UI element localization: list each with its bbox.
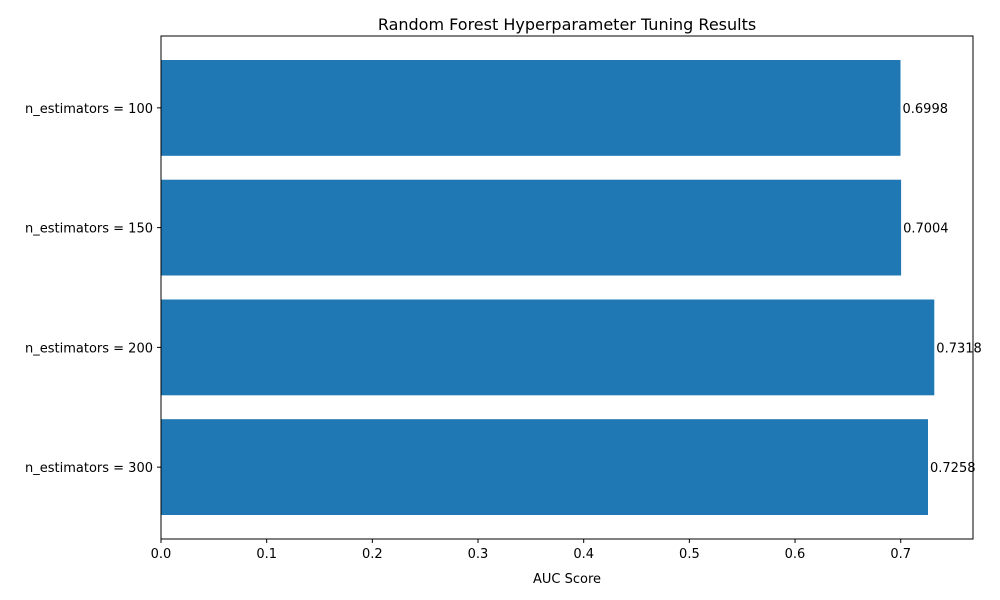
x-axis: 0.0 0.1 0.2 0.3 0.4 0.5 0.6 0.7 (151, 539, 911, 562)
x-tick-label-2: 0.1 (256, 547, 277, 562)
bars-layer (161, 60, 935, 515)
value-label-2: 0.7004 (903, 222, 949, 237)
x-tick-label-3: 0.2 (362, 547, 383, 562)
y-tick-label-4: n_estimators = 300 (25, 461, 153, 476)
value-label-3: 0.7318 (936, 341, 982, 356)
bar-3 (161, 299, 935, 396)
value-label-1: 0.6998 (903, 102, 949, 117)
value-label-4: 0.7258 (930, 461, 976, 476)
y-tick-label-3: n_estimators = 200 (25, 341, 153, 356)
x-axis-label: AUC Score (533, 572, 601, 587)
x-tick-label-4: 0.3 (468, 547, 489, 562)
x-tick-label-6: 0.5 (679, 547, 700, 562)
x-tick-label-7: 0.6 (785, 547, 806, 562)
y-axis: n_estimators = 100 n_estimators = 150 n_es… (25, 102, 161, 476)
chart-title: Random Forest Hyperparameter Tuning Resu… (378, 15, 756, 34)
x-tick-label-8: 0.7 (890, 547, 911, 562)
x-tick-label-5: 0.4 (573, 547, 594, 562)
bar-4 (161, 419, 928, 515)
value-labels-layer: 0.6998 0.7004 0.7318 0.7258 (903, 102, 982, 476)
axes-frame (160, 35, 974, 540)
y-tick-label-1: n_estimators = 100 (25, 102, 153, 117)
bar-2 (161, 179, 902, 276)
bar-1 (161, 60, 901, 156)
y-tick-label-2: n_estimators = 150 (25, 222, 153, 237)
x-tick-label-1: 0.0 (151, 547, 172, 562)
